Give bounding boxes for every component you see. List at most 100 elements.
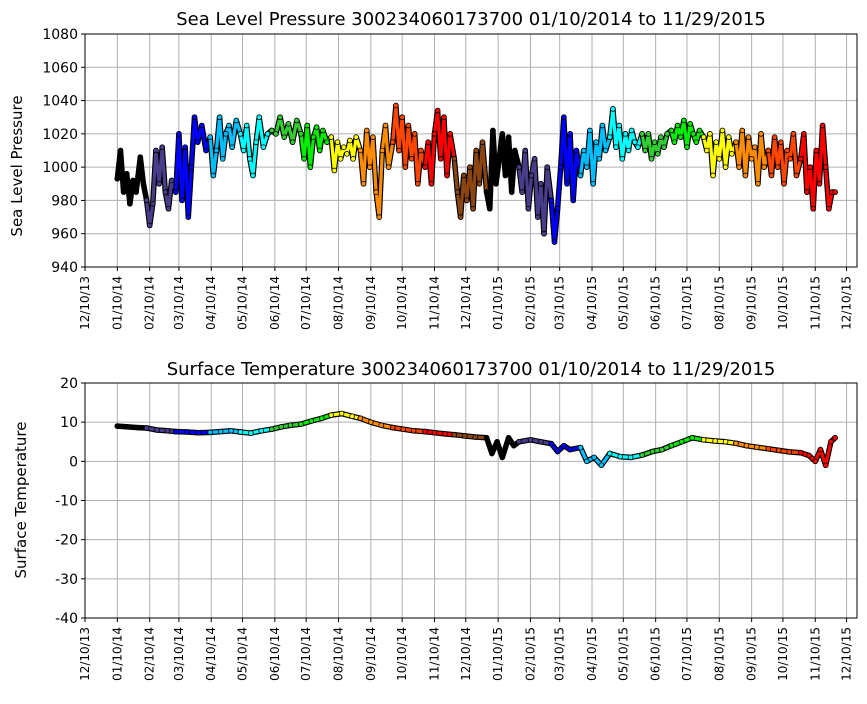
pressure-data-point: [457, 214, 464, 220]
pressure-data-point: [146, 222, 153, 229]
pressure-series-line: [115, 148, 149, 206]
temperature-x-tick-label: 08/10/14: [332, 627, 346, 681]
pressure-data-point: [538, 180, 544, 187]
pressure-data-point: [350, 156, 356, 162]
pressure-data-point: [240, 147, 247, 154]
pressure-data-point: [434, 107, 441, 114]
pressure-data-point: [451, 156, 458, 162]
pressure-data-point: [268, 127, 275, 134]
pressure-data-point: [310, 134, 317, 140]
temperature-series-line: [766, 447, 803, 455]
pressure-data-point: [761, 164, 767, 170]
pressure-data-point: [385, 164, 392, 170]
pressure-data-point: [781, 180, 787, 187]
pressure-data-point: [648, 156, 655, 162]
temperature-y-tick-label: -20: [55, 533, 78, 549]
pressure-x-tick-label: 10/10/14: [395, 276, 409, 330]
pressure-data-point: [508, 189, 515, 195]
pressure-data-point: [470, 205, 476, 212]
temperature-x-tick-label: 11/10/14: [427, 627, 441, 681]
temperature-data-point: [554, 448, 561, 455]
pressure-data-point: [755, 180, 761, 187]
temperature-x-tick-label: 07/10/14: [299, 627, 313, 681]
pressure-data-point: [774, 164, 781, 170]
pressure-data-point: [479, 139, 486, 145]
pressure-data-point: [570, 197, 577, 204]
temperature-data-point: [743, 442, 750, 449]
pressure-data-point: [379, 147, 386, 154]
pressure-data-point: [822, 164, 829, 170]
pressure-data-point: [745, 134, 752, 140]
pressure-data-point: [499, 131, 506, 137]
pressure-data-point: [117, 147, 124, 154]
pressure-data-point: [548, 197, 555, 204]
pressure-data-point: [674, 122, 681, 129]
pressure-data-point: [564, 180, 570, 187]
temperature-data-point: [410, 427, 417, 434]
temperature-x-tick-label: 03/10/14: [172, 627, 186, 681]
pressure-data-point: [289, 139, 296, 145]
temperature-series-line: [238, 427, 274, 435]
pressure-data-point: [301, 156, 307, 162]
pressure-data-point: [505, 134, 512, 140]
temperature-y-tick-label: 10: [60, 415, 78, 431]
temperature-data-point: [349, 413, 355, 420]
pressure-x-tick-label: 04/10/14: [204, 276, 218, 330]
temperature-data-point: [378, 422, 385, 429]
temperature-x-tick-label: 02/10/15: [523, 627, 537, 681]
pressure-data-point: [153, 147, 159, 154]
pressure-data-point: [431, 131, 438, 137]
temperature-data-point: [483, 435, 490, 441]
pressure-data-point: [179, 197, 185, 204]
temperature-x-tick-label: 01/10/14: [110, 627, 124, 681]
pressure-data-point: [357, 147, 364, 154]
pressure-data-point: [635, 144, 641, 150]
temperature-data-point: [422, 428, 428, 435]
temperature-data-point: [124, 424, 131, 430]
pressure-data-point: [693, 139, 700, 145]
temperature-series-line: [608, 451, 644, 459]
pressure-data-point: [819, 122, 826, 129]
temperature-data-point: [712, 438, 718, 444]
temperature-data-point: [308, 418, 315, 424]
pressure-data-point: [810, 205, 816, 212]
temperature-data-point: [319, 415, 325, 422]
temperature-y-tick-label: -10: [55, 494, 78, 510]
temperature-axes-frame: [84, 382, 858, 619]
pressure-series-line: [238, 115, 274, 178]
pressure-data-point: [219, 156, 226, 162]
pressure-data-point: [671, 139, 678, 145]
pressure-x-tick-label: 12/10/13: [78, 276, 92, 330]
pressure-data-point: [631, 139, 638, 145]
pressure-data-point: [233, 117, 240, 124]
pressure-data-point: [551, 239, 558, 245]
pressure-data-point: [444, 172, 450, 179]
pressure-x-tick-label: 09/10/14: [364, 276, 378, 330]
pressure-data-point: [742, 172, 749, 179]
pressure-data-point: [807, 164, 813, 170]
temperature-y-tick-label: 20: [60, 376, 78, 392]
pressure-data-point: [210, 172, 217, 179]
temperature-data-point: [451, 431, 458, 438]
pressure-y-axis-label: Sea Level Pressure: [8, 95, 26, 236]
pressure-data-point: [454, 189, 461, 195]
pressure-axes-frame: [84, 33, 858, 268]
temperature-data-point: [786, 449, 792, 455]
pressure-data-point: [496, 156, 502, 162]
pressure-data-point: [143, 197, 150, 204]
pressure-data-point: [414, 180, 421, 187]
pressure-data-point: [199, 122, 205, 129]
pressure-data-point: [703, 147, 710, 154]
pressure-data-point: [493, 180, 499, 187]
pressure-data-point: [273, 131, 279, 137]
temperature-data-point: [431, 429, 438, 436]
pressure-data-point: [114, 175, 121, 182]
pressure-data-point: [370, 134, 376, 140]
pressure-data-point: [425, 139, 432, 145]
temperature-data-point: [298, 421, 304, 427]
pressure-data-point: [304, 122, 311, 129]
pressure-data-point: [331, 167, 338, 174]
pressure-data-point: [725, 134, 732, 140]
pressure-data-point: [602, 147, 609, 154]
temperature-data-point: [567, 446, 573, 453]
